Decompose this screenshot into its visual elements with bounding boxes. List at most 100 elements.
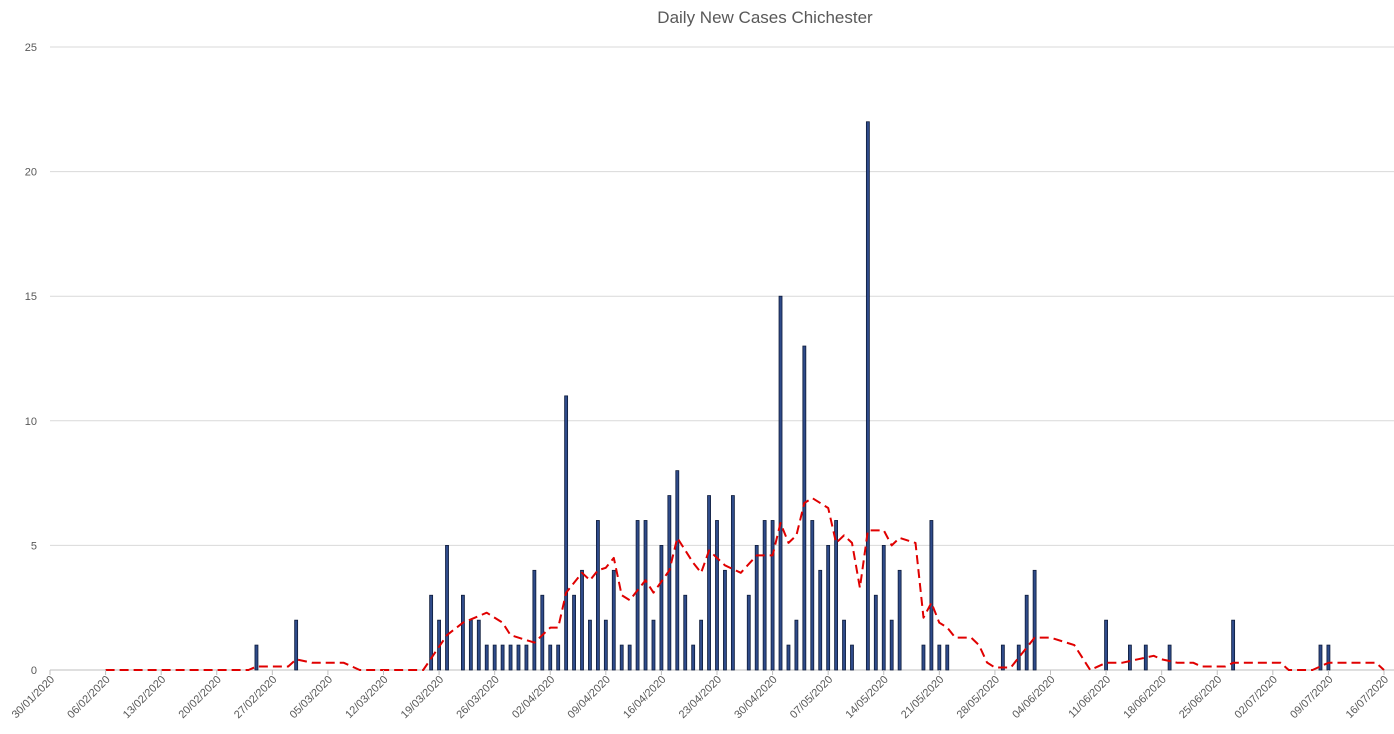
x-tick-label: 19/03/2020 xyxy=(399,674,446,721)
bar xyxy=(667,495,672,671)
y-tick-label: 15 xyxy=(25,291,37,303)
bar xyxy=(778,295,783,671)
x-tick-label: 20/02/2020 xyxy=(176,674,223,721)
bar xyxy=(921,644,926,671)
bar xyxy=(746,594,751,671)
bar xyxy=(699,619,704,671)
bar xyxy=(834,520,839,671)
bar xyxy=(889,619,894,671)
y-tick-label: 20 xyxy=(25,167,37,179)
x-axis: 30/01/2020 06/02/2020 13/02/2020 20/02/2020… xyxy=(10,670,1391,721)
bar xyxy=(619,644,624,671)
bar xyxy=(1000,644,1005,671)
x-tick-label: 30/01/2020 xyxy=(10,674,57,721)
bar xyxy=(580,569,584,671)
bar xyxy=(1016,644,1021,671)
bar xyxy=(730,495,735,671)
bar xyxy=(484,644,489,671)
bar xyxy=(476,619,481,671)
x-tick-label: 11/06/2020 xyxy=(1066,674,1113,721)
bar xyxy=(1326,644,1331,671)
bar xyxy=(627,644,632,671)
bar xyxy=(445,545,449,671)
bar xyxy=(611,569,616,671)
bar xyxy=(1104,619,1108,671)
bar xyxy=(659,545,664,671)
bar xyxy=(556,644,561,671)
bar xyxy=(595,520,600,671)
x-tick-label: 07/05/2020 xyxy=(788,674,835,721)
chart-title: Daily New Cases Chichester xyxy=(657,8,873,27)
x-tick-label: 05/03/2020 xyxy=(288,674,335,721)
bar xyxy=(1318,644,1323,671)
bar xyxy=(1024,594,1029,671)
x-tick-label: 18/06/2020 xyxy=(1121,674,1168,721)
bar xyxy=(842,619,846,671)
y-tick-label: 5 xyxy=(31,540,37,552)
bar xyxy=(754,545,759,671)
x-tick-label: 09/04/2020 xyxy=(566,674,613,721)
y-tick-label: 25 xyxy=(25,42,37,54)
x-tick-label: 02/04/2020 xyxy=(510,674,557,721)
bar xyxy=(1167,644,1172,671)
bar xyxy=(929,520,934,671)
bar xyxy=(532,569,537,671)
bar xyxy=(635,520,640,671)
bar xyxy=(770,520,775,671)
bar xyxy=(683,594,688,671)
bar xyxy=(897,569,902,671)
x-tick-label: 13/02/2020 xyxy=(121,674,168,721)
bar xyxy=(945,644,950,671)
x-tick-label: 21/05/2020 xyxy=(899,674,946,721)
bar xyxy=(294,619,299,671)
x-tick-label: 27/02/2020 xyxy=(232,674,279,721)
x-tick-label: 16/04/2020 xyxy=(621,674,668,721)
bar xyxy=(651,619,656,671)
bar xyxy=(691,644,696,671)
bar xyxy=(810,520,815,671)
bar xyxy=(1143,644,1148,671)
bar xyxy=(818,569,823,671)
x-tick-label: 30/04/2020 xyxy=(732,674,779,721)
bar xyxy=(643,520,648,671)
x-tick-label: 23/04/2020 xyxy=(677,674,724,721)
bar xyxy=(675,470,680,671)
bar xyxy=(937,644,942,671)
x-tick-label: 02/07/2020 xyxy=(1233,674,1280,721)
bar xyxy=(826,545,831,671)
bar xyxy=(508,644,513,671)
bar xyxy=(461,594,465,671)
bar xyxy=(873,594,878,671)
bar xyxy=(802,345,807,671)
bar xyxy=(762,520,767,671)
bar xyxy=(548,644,553,671)
bar xyxy=(723,569,727,671)
bar xyxy=(588,619,592,671)
bar xyxy=(1032,569,1037,671)
bar xyxy=(524,644,529,671)
bar xyxy=(707,495,711,671)
x-tick-label: 28/05/2020 xyxy=(955,674,1002,721)
bar xyxy=(564,395,569,671)
moving-average-series xyxy=(105,497,1385,671)
bar xyxy=(865,121,870,671)
y-axis: 0 5 10 15 20 25 xyxy=(25,42,37,677)
bar xyxy=(254,644,259,671)
bar xyxy=(603,619,608,671)
x-tick-label: 04/06/2020 xyxy=(1010,674,1057,721)
x-tick-label: 26/03/2020 xyxy=(454,674,501,721)
bar xyxy=(540,594,545,671)
bar xyxy=(468,619,473,671)
bar xyxy=(850,644,854,671)
bar xyxy=(492,644,497,671)
x-tick-label: 06/02/2020 xyxy=(65,674,112,721)
bar xyxy=(794,619,799,671)
x-tick-label: 09/07/2020 xyxy=(1288,674,1335,721)
x-tick-label: 25/06/2020 xyxy=(1177,674,1224,721)
bar xyxy=(786,644,791,671)
bar xyxy=(1128,644,1132,671)
bar xyxy=(429,594,434,671)
y-tick-label: 10 xyxy=(25,416,37,428)
